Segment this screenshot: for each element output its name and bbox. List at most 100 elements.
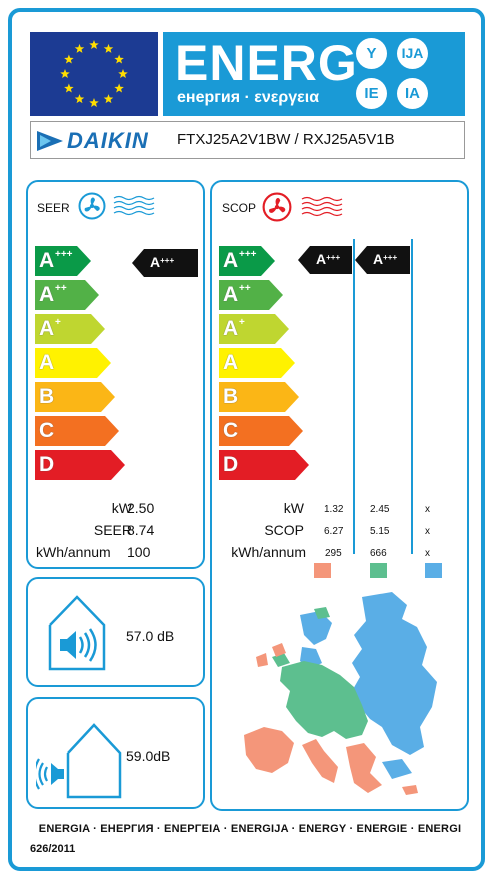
scop-rating-badge-average: A+++	[355, 246, 410, 274]
scop-scale-class-sup: +	[239, 317, 245, 328]
seer-scale-class-label: A	[39, 249, 55, 272]
scop-scale-class-3: A +	[219, 314, 289, 344]
scop-rating-text-average: A+++	[373, 251, 398, 267]
indoor-speaker-icon	[48, 595, 106, 671]
energ-subtitle: енергия · ενεργεια	[177, 89, 320, 106]
scop-scale-class-label: A	[223, 283, 239, 306]
seer-scale-class-label: A	[39, 351, 55, 374]
eu-star	[103, 43, 114, 53]
eu-star	[114, 83, 124, 93]
regulation-number: 626/2011	[30, 843, 76, 855]
seer-label: SEER	[37, 201, 70, 215]
heating-kw-label: kW	[283, 500, 304, 516]
seer-scale-class-label: C	[39, 419, 55, 442]
indoor-noise-value: 57.0 dB	[126, 628, 175, 644]
daikin-wordmark: DAIKIN	[67, 128, 149, 153]
cooling-kw-label: kW	[111, 500, 132, 516]
daikin-logo: DAIKIN	[37, 130, 149, 152]
supplier-bar: DAIKIN FTXJ25A2V1BW / RXJ25A5V1B	[30, 121, 465, 159]
colder-kwh-value: 295	[325, 548, 342, 559]
cooling-wave-icon	[113, 195, 155, 216]
cooling-kwh-label: kWh/annum	[36, 544, 111, 560]
scop-scale-class-label: A	[223, 317, 239, 340]
cooling-seer-value: 8.74	[127, 522, 155, 538]
average-kwh-value: 666	[370, 548, 387, 559]
warmer-kw-value: x	[425, 504, 430, 515]
eu-star	[60, 69, 70, 79]
colder-kw-value: 1.32	[324, 504, 344, 515]
cooling-seer-label: SEER	[93, 522, 132, 538]
scop-scale-class-5: B	[219, 382, 299, 412]
seer-scale-class-2: A ++	[35, 280, 99, 310]
zone-legend-warmer	[425, 563, 442, 578]
outdoor-noise-panel: 59.0dB	[26, 697, 205, 809]
eu-stars-icon	[60, 40, 128, 108]
footer-languages: ENERGIA · ЕНЕРГИЯ · ΕΝΕΡΓΕΙΑ · ENERGIJA …	[38, 823, 462, 835]
average-scop-value: 5.15	[370, 526, 390, 537]
scop-scale-class-label: C	[223, 419, 239, 442]
outdoor-speaker-icon	[36, 723, 122, 799]
zone-legend-colder	[314, 563, 331, 578]
eu-star	[89, 98, 99, 108]
seer-rating-badge: A+++	[132, 249, 198, 277]
scop-scale-class-1: A +++	[219, 246, 275, 276]
eu-star	[64, 54, 74, 64]
daikin-triangle-icon	[37, 131, 63, 151]
energ-header: ENERG енергия · ενεργεια Y IJA IE IA	[163, 32, 465, 116]
eu-star	[114, 54, 124, 64]
heating-fan-icon	[262, 192, 292, 222]
scop-scale-class-sup: +++	[239, 249, 257, 260]
seer-scale-class-3: A +	[35, 314, 105, 344]
scop-scale-class-2: A ++	[219, 280, 283, 310]
eu-star	[64, 83, 74, 93]
seer-scale-class-sup: +	[55, 317, 61, 328]
zone-legend-average	[370, 563, 387, 578]
scop-rating-text-colder: A+++	[316, 251, 341, 267]
scop-scale-class-label: D	[223, 453, 239, 476]
seer-scale-class-5: B	[35, 382, 115, 412]
eu-star	[89, 40, 99, 50]
colder-scop-value: 6.27	[324, 526, 344, 537]
warmer-scop-value: x	[425, 526, 430, 537]
eu-star	[118, 69, 128, 79]
outdoor-noise-value: 59.0dB	[126, 748, 171, 764]
seer-scale-class-7: D	[35, 450, 125, 480]
heating-panel: SCOP A +++ A ++ A + A B C D A+++ A+++ kW SCOP kWh…	[210, 180, 469, 811]
seer-rating-text: A+++	[150, 254, 175, 270]
eu-star	[74, 94, 85, 104]
cooling-panel: SEER A +++ A ++ A + A B C D A+++ kW 2.50 SEER 8.7…	[26, 180, 205, 569]
heating-wave-icon	[301, 196, 343, 217]
scop-label: SCOP	[222, 201, 257, 215]
column-divider-1	[353, 239, 355, 554]
heating-kwh-label: kWh/annum	[231, 544, 306, 560]
scop-scale-class-label: A	[223, 351, 239, 374]
scop-scale-class-4: A	[219, 348, 295, 378]
average-kw-value: 2.45	[370, 504, 390, 515]
lang-suffix-ie: IE	[356, 78, 387, 109]
cooling-kw-value: 2.50	[127, 500, 155, 516]
scop-scale-class-6: C	[219, 416, 303, 446]
lang-suffix-y: Y	[356, 38, 387, 69]
seer-scale-class-sup: +++	[55, 249, 73, 260]
seer-scale-class-label: B	[39, 385, 55, 408]
heating-scop-label: SCOP	[264, 522, 304, 538]
seer-scale-class-label: A	[39, 283, 55, 306]
scop-scale-class-label: A	[223, 249, 239, 272]
eu-star	[103, 94, 114, 104]
label-frame	[8, 8, 485, 871]
seer-scale-class-1: A +++	[35, 246, 91, 276]
cooling-kwh-value: 100	[127, 544, 151, 560]
column-divider-2	[411, 239, 413, 554]
eu-star	[74, 43, 85, 53]
scop-scale-class-sup: ++	[239, 283, 251, 294]
seer-scale-class-label: D	[39, 453, 55, 476]
seer-scale-class-sup: ++	[55, 283, 67, 294]
seer-scale-class-label: A	[39, 317, 55, 340]
lang-suffix-ija: IJA	[397, 38, 428, 69]
indoor-noise-panel: 57.0 dB	[26, 577, 205, 687]
cooling-fan-icon	[78, 192, 106, 220]
lang-suffix-ia: IA	[397, 78, 428, 109]
seer-scale-class-4: A	[35, 348, 111, 378]
eu-flag	[30, 32, 158, 116]
seer-scale-class-6: C	[35, 416, 119, 446]
